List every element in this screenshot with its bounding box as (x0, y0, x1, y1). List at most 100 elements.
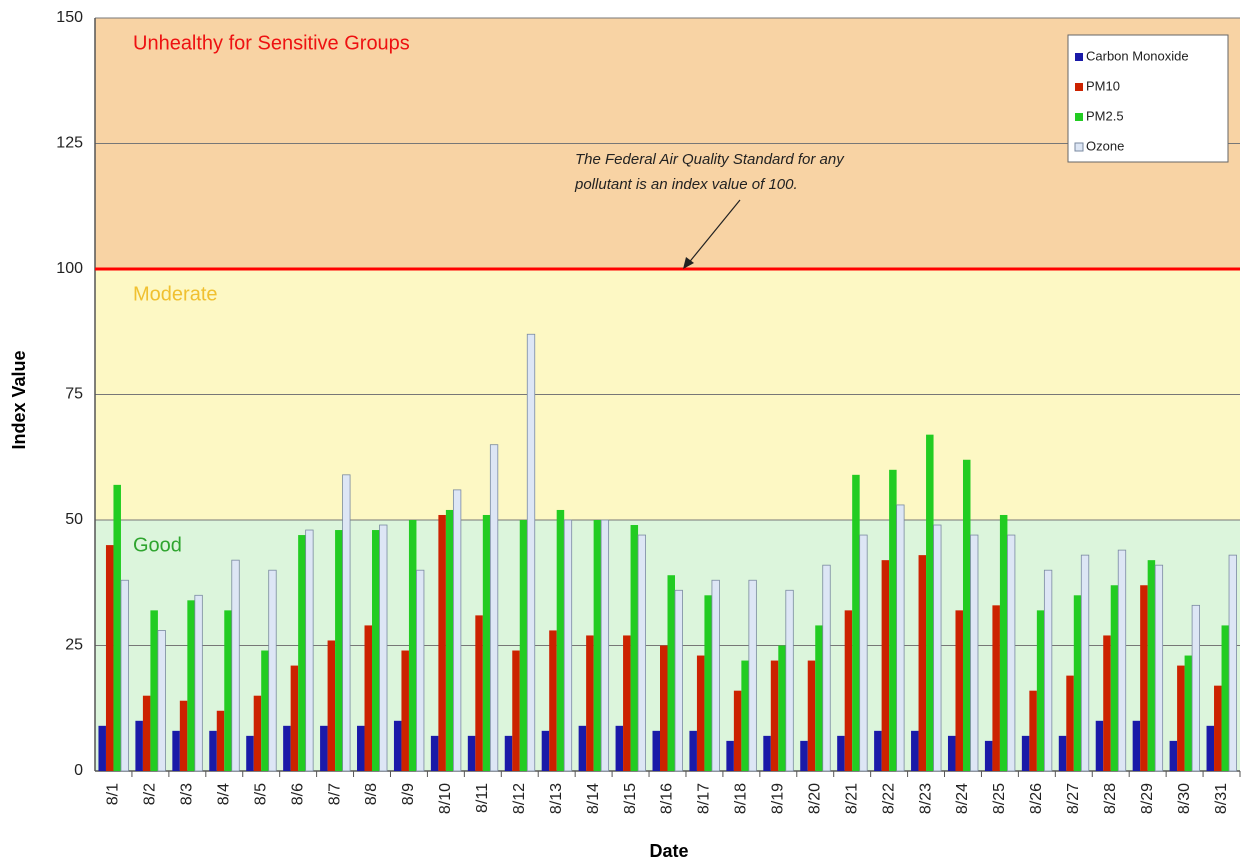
x-tick-label: 8/9 (400, 783, 417, 805)
bar (807, 660, 816, 771)
bar (962, 459, 971, 771)
x-tick-label: 8/26 (1028, 783, 1045, 814)
x-tick-label: 8/30 (1176, 783, 1193, 814)
bar (748, 579, 757, 772)
bar (438, 514, 446, 771)
bar (179, 700, 188, 771)
y-axis-label: Index Value (9, 350, 29, 449)
bar (556, 509, 565, 771)
bar (704, 595, 712, 771)
legend-label: Ozone (1086, 138, 1124, 153)
y-tick-label: 50 (65, 511, 83, 528)
bar (489, 444, 499, 772)
x-tick-label: 8/21 (843, 783, 860, 814)
bar (482, 514, 491, 771)
bar (726, 740, 734, 771)
legend-label: PM10 (1086, 78, 1120, 93)
bar (541, 730, 550, 771)
bar (984, 740, 993, 771)
bar (172, 730, 180, 771)
bar (896, 504, 905, 772)
bar (770, 660, 779, 771)
bar (874, 730, 882, 771)
bar (1073, 595, 1082, 771)
bar (563, 519, 573, 772)
bar (113, 484, 121, 771)
x-tick-label: 8/6 (289, 783, 306, 805)
legend-swatch (1075, 83, 1083, 91)
bar (763, 735, 771, 771)
bar (1066, 675, 1074, 771)
bar (778, 645, 786, 771)
bar (1154, 564, 1164, 772)
x-tick-label: 8/8 (363, 783, 380, 805)
x-tick-label: 8/16 (659, 783, 676, 814)
bar (549, 630, 557, 771)
bar (637, 534, 646, 772)
x-axis-label: Date (649, 841, 688, 861)
legend-swatch (1075, 53, 1083, 61)
bar (889, 469, 897, 771)
x-tick-label: 8/27 (1065, 783, 1082, 814)
bar (711, 579, 720, 772)
bar (1036, 610, 1045, 771)
bar (733, 690, 742, 771)
x-tick-label: 8/2 (142, 783, 159, 805)
bar (623, 635, 631, 771)
x-tick-label: 8/12 (511, 783, 528, 814)
y-tick-label: 150 (56, 9, 83, 26)
legend-label: Carbon Monoxide (1086, 48, 1189, 63)
bar (1147, 560, 1156, 771)
bar (586, 635, 594, 771)
bar (1021, 735, 1030, 771)
y-tick-label: 0 (74, 762, 83, 779)
x-tick-label: 8/24 (954, 783, 971, 814)
bar (416, 569, 425, 772)
bar (401, 650, 409, 771)
x-tick-label: 8/18 (733, 783, 750, 814)
bar (298, 535, 306, 771)
bar (1221, 625, 1230, 771)
x-tick-label: 8/20 (806, 783, 823, 814)
x-tick-label: 8/5 (252, 783, 269, 805)
x-tick-label: 8/17 (696, 783, 713, 814)
bar (999, 514, 1008, 771)
bar (246, 735, 254, 771)
y-tick-label: 100 (56, 260, 83, 277)
bar (918, 555, 927, 771)
legend-swatch (1074, 142, 1084, 152)
annotation: The Federal Air Quality Standard for any (575, 151, 845, 168)
bar (224, 610, 232, 771)
x-tick-label: 8/3 (179, 783, 196, 805)
bar (261, 650, 269, 771)
bar (1110, 585, 1119, 771)
bar (519, 520, 528, 771)
bar (504, 735, 513, 771)
x-tick-label: 8/10 (437, 783, 454, 814)
bar (859, 534, 868, 772)
y-tick-label: 25 (65, 637, 83, 654)
bar (1177, 665, 1185, 771)
x-tick-label: 8/29 (1139, 783, 1156, 814)
bar (150, 610, 158, 771)
zone-label: Moderate (133, 283, 218, 305)
x-tick-label: 8/28 (1102, 783, 1119, 814)
bar (947, 735, 956, 771)
bar (844, 610, 853, 771)
bar (600, 519, 610, 772)
bar (98, 725, 106, 771)
bar (209, 730, 217, 771)
bar (800, 740, 808, 771)
bar (667, 575, 675, 771)
bar (1058, 735, 1067, 771)
x-tick-label: 8/4 (215, 783, 232, 805)
bar (578, 725, 587, 771)
bar (187, 600, 195, 771)
bar (231, 559, 240, 772)
bar (342, 474, 351, 772)
bar (408, 520, 417, 771)
bar (120, 579, 129, 772)
legend-box (1067, 34, 1229, 163)
x-tick-label: 8/15 (622, 783, 639, 814)
bar (593, 520, 602, 771)
